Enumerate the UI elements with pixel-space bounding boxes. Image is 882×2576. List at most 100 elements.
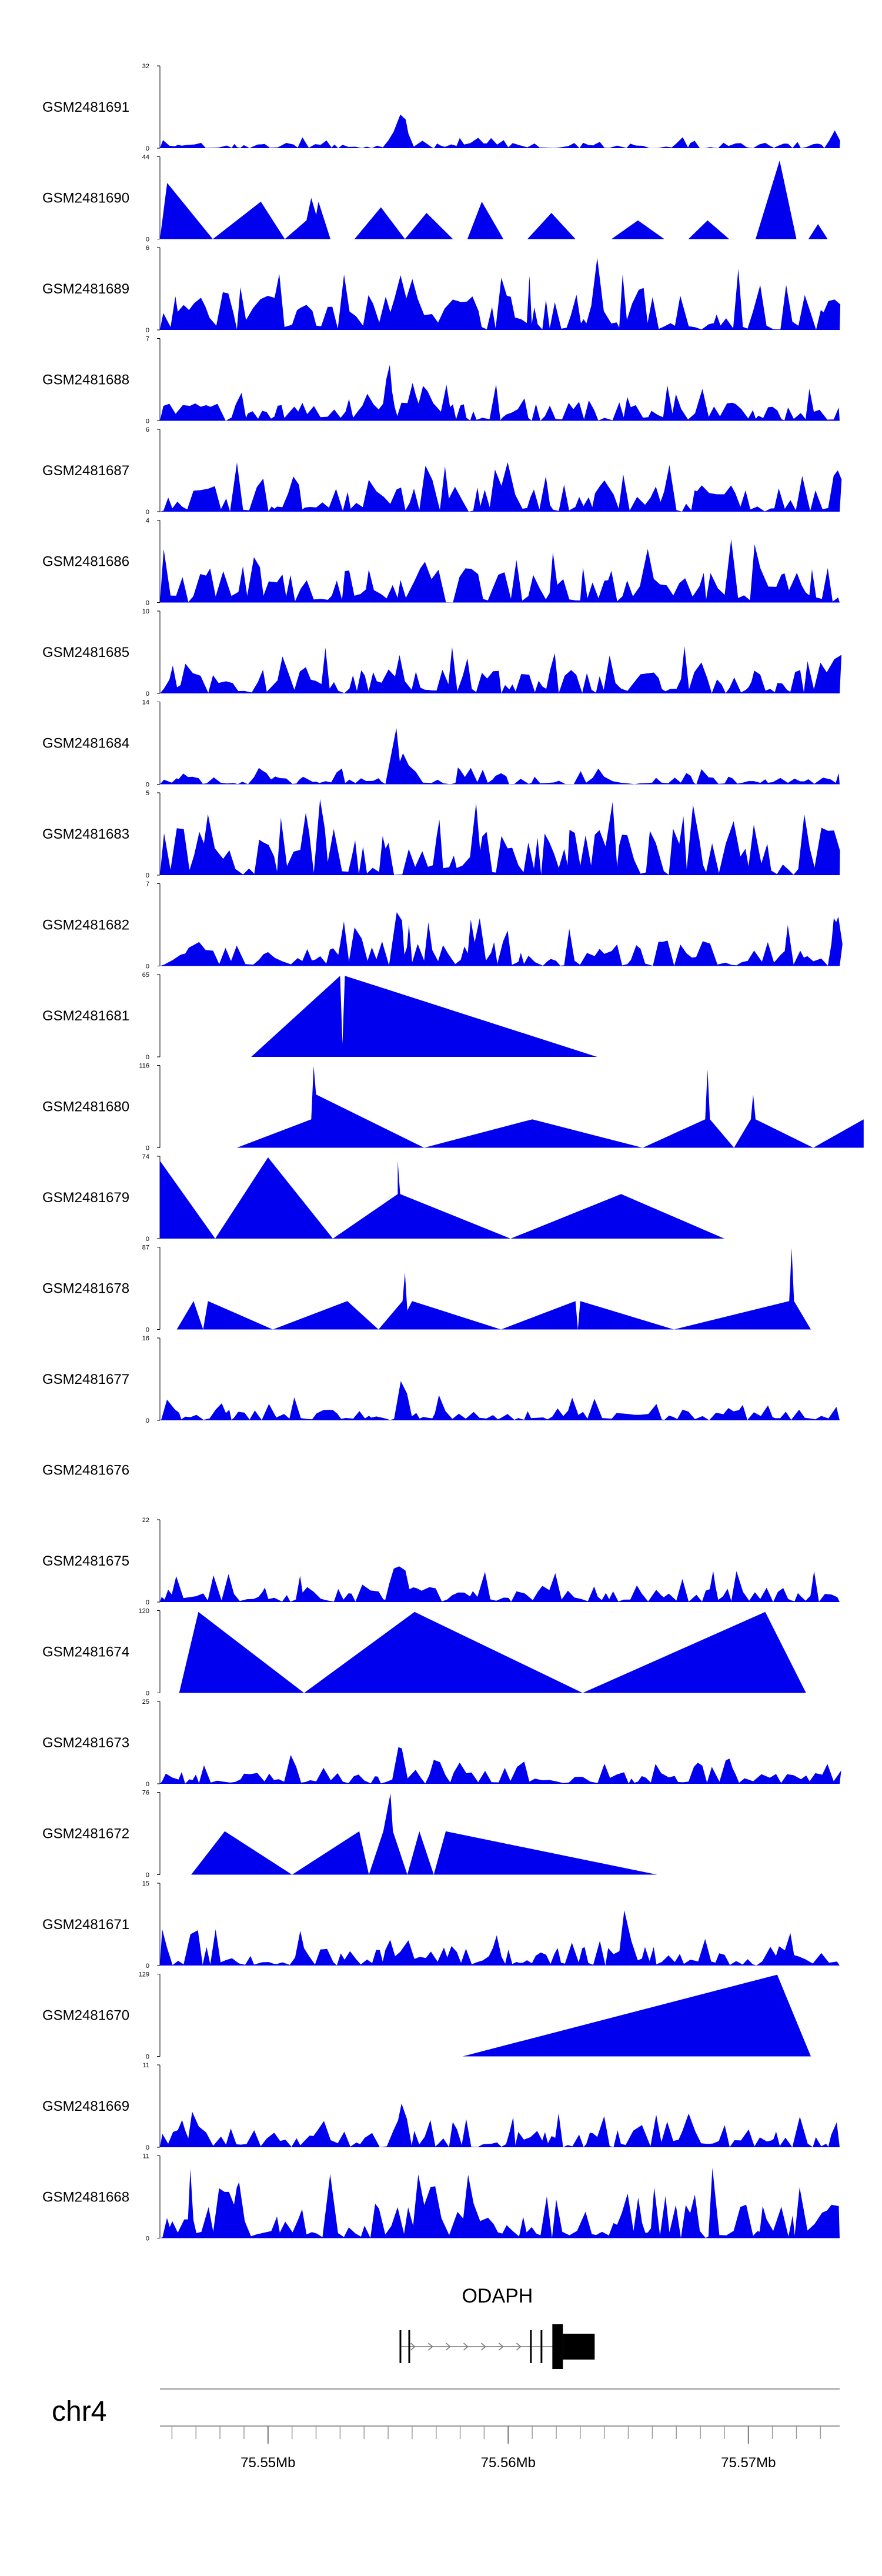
coverage-tracks: GSM2481691320GSM2481690440GSM248168960GS… bbox=[42, 63, 864, 2243]
coverage-area bbox=[160, 539, 840, 603]
strand-chevron bbox=[463, 2343, 469, 2351]
y-tick-min: 0 bbox=[146, 1417, 149, 1424]
coverage-area bbox=[160, 160, 828, 239]
coverage-area bbox=[160, 258, 841, 330]
genome-axis: chr4 75.55Mb 75.56Mb 75.57Mb bbox=[52, 2388, 840, 2471]
track-label: GSM2481688 bbox=[42, 372, 129, 388]
gene-exon bbox=[540, 2330, 543, 2363]
y-tick-max: 22 bbox=[142, 1517, 149, 1524]
y-tick-min: 0 bbox=[146, 963, 149, 970]
track-label: GSM2481674 bbox=[42, 1644, 129, 1660]
coverage-area bbox=[179, 1611, 806, 1693]
y-tick-max: 129 bbox=[139, 1971, 149, 1978]
strand-chevron bbox=[480, 2343, 486, 2351]
y-tick-min: 0 bbox=[146, 1327, 149, 1334]
y-tick-min: 0 bbox=[146, 690, 149, 698]
y-tick-min: 0 bbox=[146, 509, 149, 516]
track-gsm2481684: GSM2481684 14 0 bbox=[42, 699, 840, 789]
coverage-area bbox=[462, 1974, 811, 2057]
track-gsm2481687: GSM2481687 6 0 bbox=[42, 426, 842, 516]
coverage-area bbox=[160, 912, 843, 966]
gene-exon bbox=[530, 2330, 532, 2363]
y-tick-max: 7 bbox=[146, 336, 149, 343]
y-tick-max: 74 bbox=[142, 1153, 149, 1160]
coverage-area bbox=[160, 365, 840, 421]
track-gsm2481680: GSM2481680 116 0 bbox=[42, 1063, 864, 1152]
y-tick-min: 0 bbox=[146, 1872, 149, 1879]
track-label: GSM2481671 bbox=[42, 1917, 129, 1933]
track-gsm2481668: GSM2481668 11 0 bbox=[42, 2153, 840, 2243]
coverage-area bbox=[191, 1793, 657, 1875]
strand-chevron bbox=[445, 2343, 451, 2351]
track-label: GSM2481691 bbox=[42, 99, 129, 115]
y-tick-max: 6 bbox=[146, 426, 149, 433]
y-tick-min: 0 bbox=[146, 1963, 149, 1970]
track-gsm2481671: GSM2481671 15 0 bbox=[42, 1880, 840, 1970]
strand-chevron bbox=[498, 2343, 504, 2351]
track-label: GSM2481678 bbox=[42, 1281, 129, 1297]
track-label: GSM2481681 bbox=[42, 1008, 129, 1024]
track-label: GSM2481683 bbox=[42, 826, 129, 842]
track-label: GSM2481687 bbox=[42, 463, 129, 479]
y-tick-min: 0 bbox=[146, 1781, 149, 1788]
track-gsm2481673: GSM2481673 25 0 bbox=[42, 1699, 841, 1788]
track-gsm2481683: GSM2481683 5 0 bbox=[42, 790, 840, 879]
y-tick-max: 14 bbox=[142, 699, 149, 706]
track-gsm2481677: GSM2481677 16 0 bbox=[42, 1335, 840, 1424]
coverage-area bbox=[160, 1157, 724, 1239]
y-tick-min: 0 bbox=[146, 1599, 149, 1606]
y-tick-max: 25 bbox=[142, 1699, 149, 1706]
coverage-area bbox=[160, 1381, 840, 1420]
coverage-area bbox=[160, 1566, 840, 1602]
track-gsm2481672: GSM2481672 76 0 bbox=[42, 1790, 657, 1879]
y-tick-min: 0 bbox=[146, 782, 149, 789]
y-tick-min: 0 bbox=[146, 872, 149, 879]
track-label: GSM2481690 bbox=[42, 191, 129, 206]
y-tick-max: 120 bbox=[139, 1608, 149, 1615]
strand-chevron bbox=[516, 2343, 522, 2351]
gene-exon bbox=[399, 2330, 402, 2363]
track-gsm2481675: GSM2481675 22 0 bbox=[42, 1517, 840, 1606]
y-tick-max: 116 bbox=[139, 1063, 149, 1070]
y-tick-max: 4 bbox=[146, 518, 149, 525]
gene-structure bbox=[399, 2324, 595, 2369]
track-gsm2481686: GSM2481686 4 0 bbox=[42, 518, 840, 607]
y-tick-max: 10 bbox=[142, 608, 149, 615]
y-tick-min: 0 bbox=[146, 418, 149, 425]
track-gsm2481689: GSM2481689 6 0 bbox=[42, 245, 841, 334]
track-gsm2481678: GSM2481678 87 0 bbox=[42, 1244, 811, 1334]
y-tick-min: 0 bbox=[146, 145, 149, 152]
genomic-axis: 75.55Mb 75.56Mb 75.57Mb bbox=[160, 2425, 840, 2471]
coverage-area bbox=[160, 646, 842, 693]
y-tick-max: 65 bbox=[142, 972, 149, 979]
coverage-area bbox=[160, 1747, 841, 1784]
track-label: GSM2481670 bbox=[42, 2008, 129, 2024]
track-gsm2481669: GSM2481669 11 0 bbox=[42, 2062, 840, 2151]
track-gsm2481681: GSM2481681 65 0 bbox=[42, 972, 597, 1061]
axis-tick-label: 75.57Mb bbox=[721, 2455, 776, 2471]
y-tick-max: 76 bbox=[142, 1790, 149, 1797]
y-tick-max: 87 bbox=[142, 1244, 149, 1252]
y-tick-max: 32 bbox=[142, 63, 149, 70]
y-tick-min: 0 bbox=[146, 327, 149, 334]
track-gsm2481676: GSM2481676 bbox=[42, 1463, 129, 1479]
y-tick-min: 0 bbox=[146, 2144, 149, 2151]
axis-tick-label: 75.56Mb bbox=[481, 2455, 536, 2471]
track-label: GSM2481677 bbox=[42, 1372, 129, 1387]
track-label: GSM2481672 bbox=[42, 1826, 129, 1842]
track-gsm2481690: GSM2481690 44 0 bbox=[42, 154, 828, 243]
gene-exon-utr bbox=[563, 2334, 595, 2360]
coverage-area bbox=[160, 728, 840, 785]
coverage-area bbox=[251, 976, 597, 1057]
strand-chevron bbox=[410, 2343, 416, 2351]
y-tick-min: 0 bbox=[146, 600, 149, 607]
track-label: GSM2481675 bbox=[42, 1553, 129, 1569]
track-gsm2481685: GSM2481685 10 0 bbox=[42, 608, 842, 698]
track-label: GSM2481686 bbox=[42, 554, 129, 570]
y-tick-max: 6 bbox=[146, 245, 149, 252]
y-tick-min: 0 bbox=[146, 1236, 149, 1243]
chromosome-label: chr4 bbox=[52, 2396, 106, 2427]
track-label: GSM2481680 bbox=[42, 1099, 129, 1115]
y-tick-max: 11 bbox=[143, 2062, 149, 2069]
y-tick-min: 0 bbox=[146, 1690, 149, 1697]
